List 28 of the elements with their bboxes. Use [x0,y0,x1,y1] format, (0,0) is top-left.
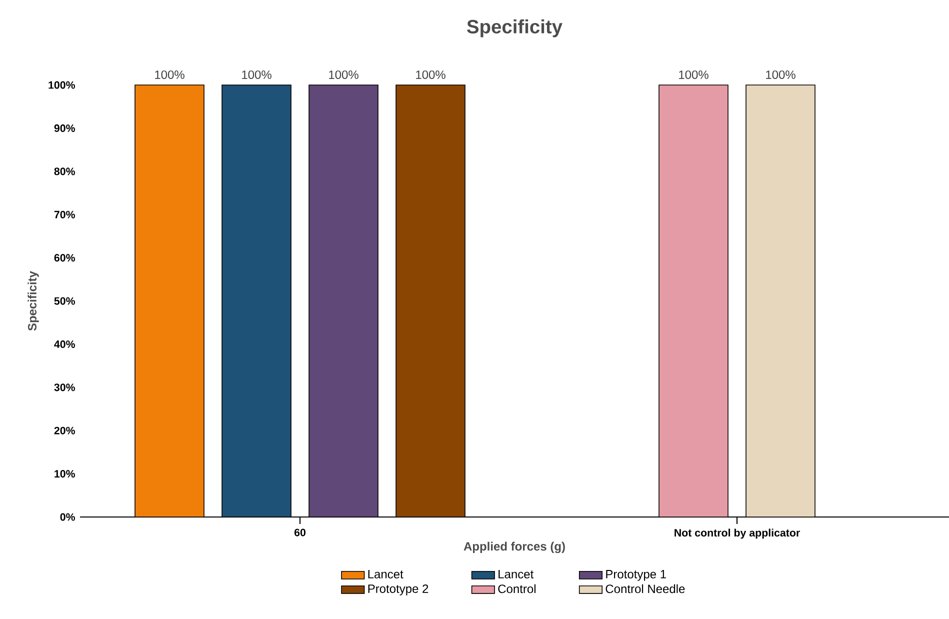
legend-label: Prototype 1 [606,570,666,581]
data-label: 100% [679,70,708,79]
y-tick-label: 20% [54,426,76,434]
x-tick-label: 60 [294,528,306,536]
y-tick-label: 100% [48,81,76,89]
data-label: 100% [242,70,272,79]
data-label: 100% [155,70,184,79]
data-label: 100% [329,70,358,79]
y-tick-label: 80% [54,168,76,176]
data-label: 100% [416,70,446,79]
legend-label: Control Needle [606,584,685,594]
y-tick-label: 50% [54,297,76,305]
legend-label: Lancet [368,570,404,578]
y-tick-label: 70% [54,210,76,218]
y-tick-label: 60% [54,254,76,262]
data-label: 100% [766,70,796,79]
legend-label: Lancet [498,570,534,578]
x-axis-title: Applied forces (g) [464,542,565,554]
y-tick-label: 30% [54,384,76,392]
y-tick-label: 10% [54,470,76,478]
x-tick-label: Not control by applicator [674,528,800,539]
y-tick-label: 40% [54,340,76,348]
legend-label: Control [498,584,536,594]
chart-title: Specificity [467,19,562,38]
y-tick-label: 0% [60,513,76,521]
legend-label: Prototype 2 [368,584,428,596]
y-tick-label: 90% [54,124,76,132]
y-axis-title: Specificity [28,271,39,331]
